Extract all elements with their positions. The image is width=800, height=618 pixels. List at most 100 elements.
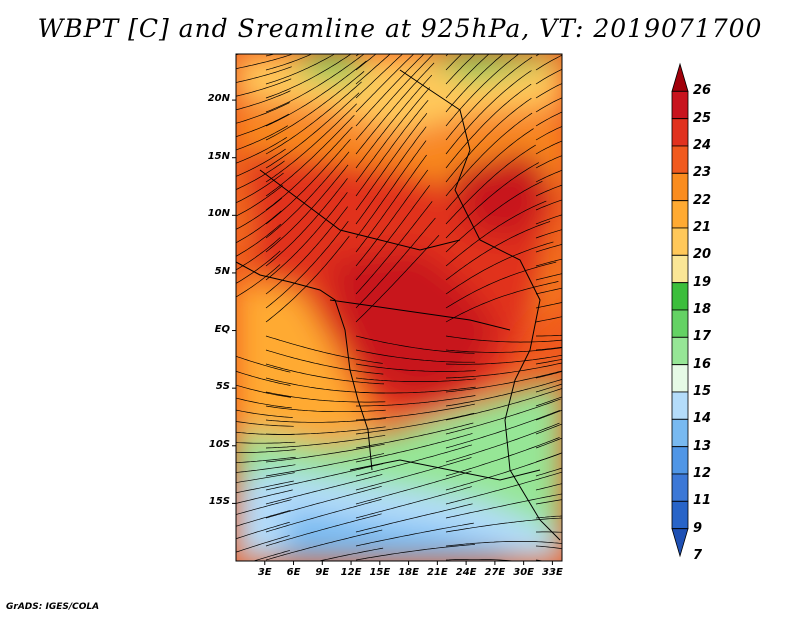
streamline bbox=[176, 1, 293, 28]
streamline bbox=[355, 54, 415, 113]
streamline bbox=[445, 70, 532, 155]
streamline bbox=[236, 472, 295, 483]
streamline bbox=[265, 206, 348, 295]
streamline bbox=[536, 334, 562, 337]
colorbar-label: 22 bbox=[693, 192, 712, 208]
streamline bbox=[445, 398, 561, 435]
colorbar bbox=[671, 62, 689, 558]
streamline bbox=[355, 486, 472, 519]
streamline bbox=[535, 358, 562, 365]
streamline bbox=[446, 0, 540, 14]
streamline bbox=[445, 281, 559, 323]
streamline bbox=[535, 273, 562, 281]
colorbar-swatch bbox=[671, 336, 689, 366]
streamline bbox=[265, 485, 382, 519]
coastline-west bbox=[236, 261, 373, 471]
streamline bbox=[535, 229, 562, 239]
streamline bbox=[535, 559, 545, 561]
streamline bbox=[236, 223, 282, 257]
streamline bbox=[265, 103, 357, 183]
colorbar-swatch bbox=[671, 227, 689, 256]
streamline bbox=[236, 90, 291, 111]
streamline bbox=[535, 169, 562, 183]
colorbar-label: 13 bbox=[693, 438, 712, 454]
streamline bbox=[236, 148, 286, 177]
streamline bbox=[535, 515, 562, 519]
streamline bbox=[265, 513, 382, 547]
streamline bbox=[535, 54, 540, 57]
lat-label: 5S bbox=[215, 381, 230, 393]
colorbar-swatch bbox=[671, 254, 689, 284]
streamline bbox=[265, 349, 384, 375]
streamline bbox=[317, 547, 384, 561]
lon-label: 3E bbox=[257, 567, 272, 578]
streamline bbox=[236, 210, 282, 244]
streamline bbox=[266, 0, 379, 14]
streamline bbox=[236, 54, 293, 70]
streamline bbox=[266, 0, 377, 42]
streamline bbox=[355, 185, 430, 281]
lat-label: 15S bbox=[208, 496, 230, 508]
streamline bbox=[265, 463, 384, 491]
streamline bbox=[445, 354, 562, 365]
streamline bbox=[535, 423, 562, 435]
streamline bbox=[535, 126, 562, 141]
streamline bbox=[236, 355, 291, 373]
axis-ticks bbox=[232, 99, 553, 565]
colorbar-label: 16 bbox=[693, 356, 712, 372]
streamline bbox=[266, 0, 378, 28]
streamline bbox=[535, 545, 562, 550]
streamline bbox=[445, 56, 533, 141]
streamline bbox=[176, 28, 293, 56]
region-core-hot bbox=[330, 150, 555, 400]
streamline bbox=[236, 160, 285, 190]
streamline bbox=[535, 467, 562, 477]
colorbar-swatch bbox=[671, 500, 689, 530]
colorbar-swatch bbox=[671, 118, 689, 147]
streamline bbox=[236, 521, 290, 540]
streamline bbox=[445, 241, 554, 295]
streamline bbox=[535, 258, 562, 267]
streamline bbox=[535, 396, 562, 407]
streamline bbox=[445, 388, 562, 421]
streamline bbox=[535, 244, 562, 253]
streamline bbox=[265, 453, 384, 477]
streamline bbox=[236, 125, 288, 151]
streamline bbox=[445, 180, 543, 253]
colorbar-label: 21 bbox=[693, 220, 712, 235]
streamline bbox=[535, 155, 562, 169]
streamline bbox=[355, 470, 472, 505]
streamline bbox=[356, 395, 476, 407]
streamline bbox=[355, 422, 474, 449]
colorbar-label: 17 bbox=[693, 329, 712, 345]
streamline bbox=[265, 235, 350, 323]
colorbar-label: 11 bbox=[693, 493, 712, 509]
colorbar-swatch bbox=[671, 62, 689, 92]
streamline bbox=[445, 409, 561, 449]
colorbar-swatch bbox=[671, 364, 689, 393]
streamline bbox=[176, 15, 293, 42]
streamline bbox=[236, 102, 290, 124]
colorbar-label: 25 bbox=[693, 110, 712, 126]
streamline bbox=[265, 220, 349, 309]
streamline bbox=[355, 403, 475, 421]
streamline bbox=[265, 54, 352, 99]
lat-label: 5N bbox=[214, 265, 230, 277]
streamline bbox=[535, 483, 562, 491]
colorbar-label: 14 bbox=[693, 411, 712, 427]
streamline bbox=[265, 60, 367, 127]
streamline bbox=[265, 54, 276, 57]
streamline bbox=[236, 464, 296, 473]
streamline bbox=[536, 0, 647, 42]
streamline bbox=[535, 54, 562, 71]
map-area bbox=[176, 0, 647, 561]
streamline bbox=[445, 362, 562, 379]
streamline bbox=[355, 412, 475, 435]
streamline bbox=[355, 522, 474, 547]
streamline bbox=[355, 126, 427, 225]
colorbar-label: 18 bbox=[693, 302, 712, 317]
streamline bbox=[536, 0, 647, 14]
streamline bbox=[356, 0, 453, 42]
streamline bbox=[445, 54, 476, 85]
streamline bbox=[252, 550, 290, 561]
